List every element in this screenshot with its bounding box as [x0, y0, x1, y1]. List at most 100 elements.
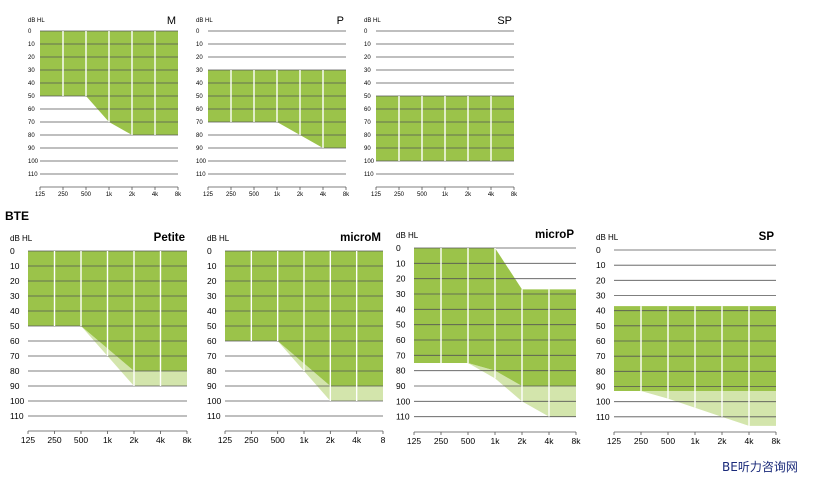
x-tick-label: 4k: [488, 192, 495, 198]
y-axis-label: dB HL: [396, 231, 419, 240]
x-tick-label: 1k: [442, 192, 449, 198]
x-tick-label: 8k: [175, 192, 182, 198]
x-tick-label: 250: [244, 435, 258, 445]
chart-7: 125 250 500 1k 2k 4k 8k 0 10 20 30 40 50 60 70 80 90 100 1…: [596, 231, 781, 446]
y-tick-label: 80: [364, 133, 371, 139]
y-tick-label: 50: [10, 321, 20, 331]
y-tick-label: 60: [396, 335, 406, 345]
chart-1: 125 250 500 1k 2k 4k 8k 0 10 20 30 40 50 60 70 80 90 100 1…: [28, 15, 182, 198]
x-tick-label: 2k: [297, 192, 304, 198]
chart-title: SP: [497, 15, 512, 27]
y-tick-label: 110: [196, 172, 206, 178]
x-tick-label: 250: [226, 192, 237, 198]
x-tick-label: 2k: [130, 435, 140, 445]
x-tick-label: 2k: [326, 435, 336, 445]
y-tick-label: 90: [596, 382, 606, 392]
y-tick-label: 100: [596, 397, 610, 407]
x-tick-label: 4k: [745, 436, 755, 446]
y-tick-label: 30: [364, 68, 371, 74]
y-tick-label: 110: [596, 412, 610, 422]
y-tick-label: 90: [364, 146, 371, 152]
y-tick-label: 90: [196, 146, 203, 152]
x-tick-label: 4k: [152, 192, 159, 198]
chart-5: 125 250 500 1k 2k 4k 8010203040506070809010011…: [207, 232, 386, 445]
y-tick-label: 60: [196, 107, 203, 113]
x-tick-label: 4k: [545, 436, 555, 446]
y-tick-label: 10: [396, 258, 406, 268]
y-tick-label: 50: [396, 320, 406, 330]
y-tick-label: 30: [396, 289, 406, 299]
y-tick-label: 100: [28, 159, 39, 165]
y-tick-label: 10: [207, 261, 217, 271]
y-tick-label: 30: [10, 291, 20, 301]
y-tick-label: 70: [196, 120, 203, 126]
x-tick-label: 125: [218, 435, 232, 445]
y-tick-label: 80: [396, 366, 406, 376]
y-tick-label: 40: [10, 306, 20, 316]
y-tick-label: 70: [28, 120, 35, 126]
y-tick-label: 20: [28, 55, 35, 61]
y-tick-label: 80: [196, 133, 203, 139]
x-tick-label: 8k: [572, 436, 582, 446]
y-tick-label: 90: [207, 381, 217, 391]
x-tick-label: 500: [661, 436, 675, 446]
y-tick-label: 0: [364, 29, 368, 35]
x-tick-label: 1k: [106, 192, 113, 198]
y-axis-label: dB HL: [28, 18, 45, 24]
x-tick-label: 125: [607, 436, 621, 446]
x-tick-label: 500: [271, 435, 285, 445]
y-tick-label: 50: [207, 321, 217, 331]
y-tick-label: 70: [10, 351, 20, 361]
y-tick-label: 20: [596, 275, 606, 285]
y-tick-label: 30: [596, 291, 606, 301]
x-tick-label: 8k: [183, 435, 193, 445]
y-tick-label: 0: [10, 246, 15, 256]
y-tick-label: 0: [596, 245, 601, 255]
y-tick-label: 80: [596, 366, 606, 376]
extension-area: [414, 363, 576, 417]
y-tick-label: 60: [364, 107, 371, 113]
y-tick-label: 0: [207, 246, 212, 256]
y-axis-label: dB HL: [196, 18, 213, 24]
y-tick-label: 100: [396, 396, 410, 406]
x-tick-label: 500: [417, 192, 428, 198]
y-tick-label: 80: [28, 133, 35, 139]
y-tick-label: 70: [596, 351, 606, 361]
x-tick-label: 2k: [465, 192, 472, 198]
y-tick-label: 110: [364, 172, 374, 178]
y-tick-label: 90: [10, 381, 20, 391]
x-tick-label: 8k: [511, 192, 518, 198]
x-tick-label: 500: [249, 192, 260, 198]
y-tick-label: 60: [207, 336, 217, 346]
y-tick-label: 20: [396, 274, 406, 284]
y-tick-label: 40: [196, 81, 203, 87]
x-tick-label: 250: [58, 192, 69, 198]
x-tick-label: 250: [434, 436, 448, 446]
x-tick-label: 2k: [518, 436, 528, 446]
y-tick-label: 40: [596, 306, 606, 316]
y-tick-label: 110: [28, 172, 38, 178]
y-tick-label: 110: [396, 412, 410, 422]
y-tick-label: 60: [596, 336, 606, 346]
y-tick-label: 60: [28, 107, 35, 113]
y-tick-label: 110: [10, 411, 24, 421]
x-tick-label: 8k: [772, 436, 782, 446]
x-tick-label: 8: [381, 435, 386, 445]
y-tick-label: 30: [196, 68, 203, 74]
y-tick-label: 70: [207, 351, 217, 361]
x-tick-label: 4k: [352, 435, 362, 445]
watermark: BE听力咨询网: [722, 460, 798, 474]
y-tick-label: 40: [207, 306, 217, 316]
x-tick-label: 125: [371, 192, 382, 198]
y-tick-label: 90: [396, 381, 406, 391]
y-tick-label: 30: [207, 291, 217, 301]
y-tick-label: 70: [396, 350, 406, 360]
y-tick-label: 0: [196, 29, 200, 35]
x-tick-label: 1k: [691, 436, 701, 446]
y-axis-label: dB HL: [596, 233, 619, 242]
x-tick-label: 125: [407, 436, 421, 446]
y-tick-label: 10: [10, 261, 20, 271]
x-tick-label: 125: [203, 192, 214, 198]
y-tick-label: 100: [196, 159, 207, 165]
